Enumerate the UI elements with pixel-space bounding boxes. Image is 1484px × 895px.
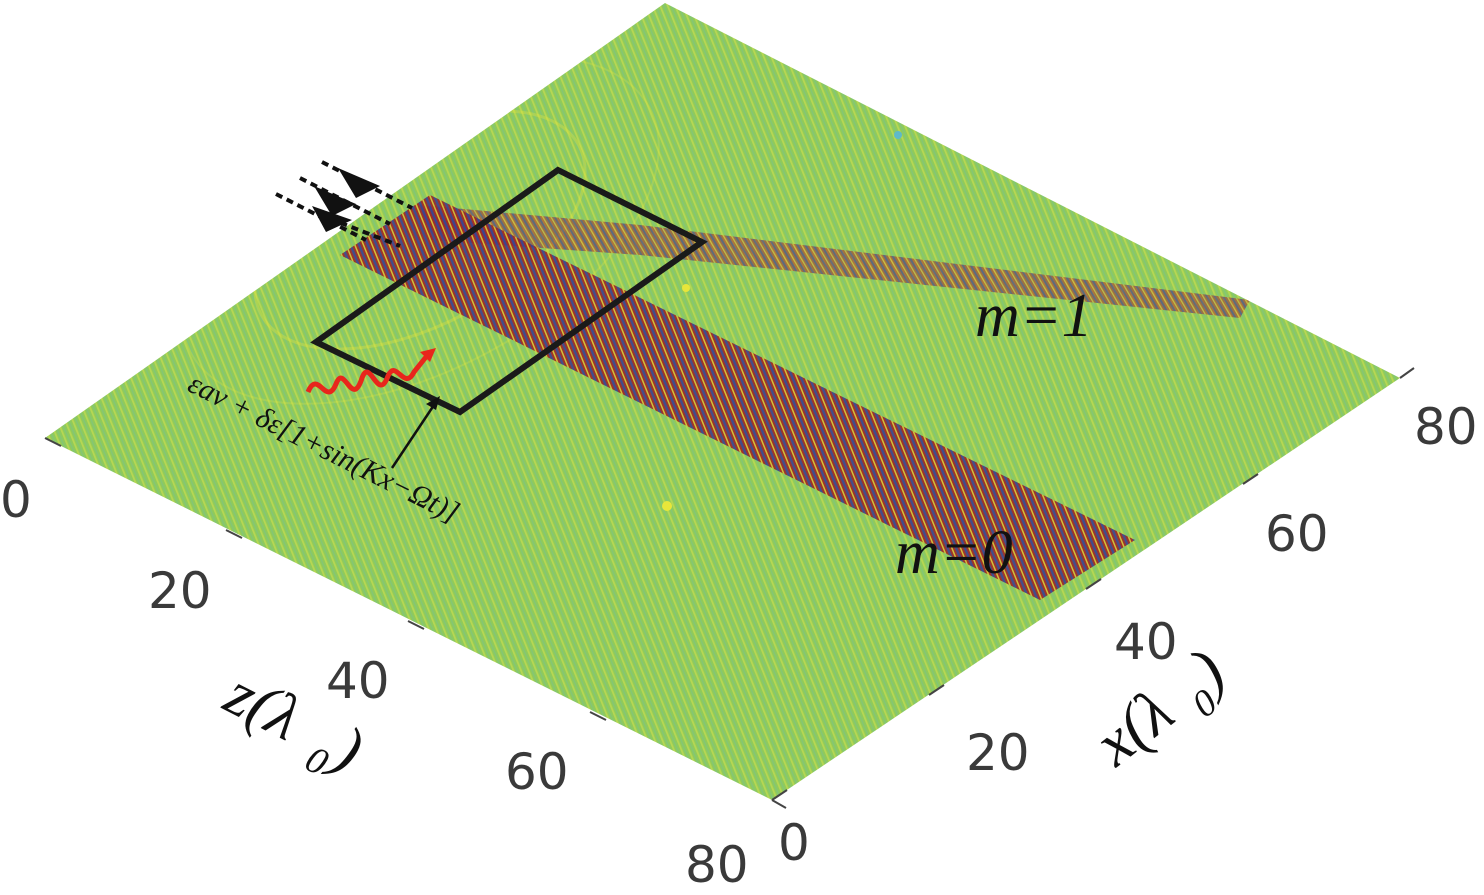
arrowhead-icon [338, 168, 380, 198]
x-tick-80: 80 [1414, 398, 1478, 456]
equation-pointer-line [390, 401, 438, 469]
x-axis [771, 367, 1415, 801]
equation-pointer-arrowhead [426, 396, 440, 410]
z-tick-20: 20 [148, 562, 212, 620]
x-tick-20: 20 [966, 724, 1030, 782]
svg-text:x(λ: x(λ [1080, 675, 1186, 779]
z-axis [44, 437, 787, 809]
x-tick-40: 40 [1114, 613, 1178, 671]
mode-label-m1: m=1 [975, 282, 1093, 350]
z-tick-0: 0 [0, 471, 32, 529]
z-tick-80: 80 [685, 836, 749, 894]
mode-label-m0: m=0 [895, 519, 1013, 587]
field-dot [662, 501, 672, 511]
arrowhead-icon [312, 206, 352, 232]
z-tick-40: 40 [326, 652, 390, 710]
arrowhead-icon [314, 186, 356, 216]
z-tick-60: 60 [505, 743, 569, 801]
field-dot [682, 284, 690, 292]
field-dot [894, 131, 902, 139]
beam-m0 [340, 195, 1135, 600]
wave-arrowhead-icon [420, 348, 436, 362]
x-tick-0: 0 [778, 814, 810, 872]
modulation-wave-icon [305, 350, 432, 395]
beam-m1 [420, 205, 1250, 318]
modulation-region-box [310, 166, 708, 416]
x-tick-60: 60 [1265, 505, 1329, 563]
svg-text:z(λ: z(λ [214, 657, 313, 754]
